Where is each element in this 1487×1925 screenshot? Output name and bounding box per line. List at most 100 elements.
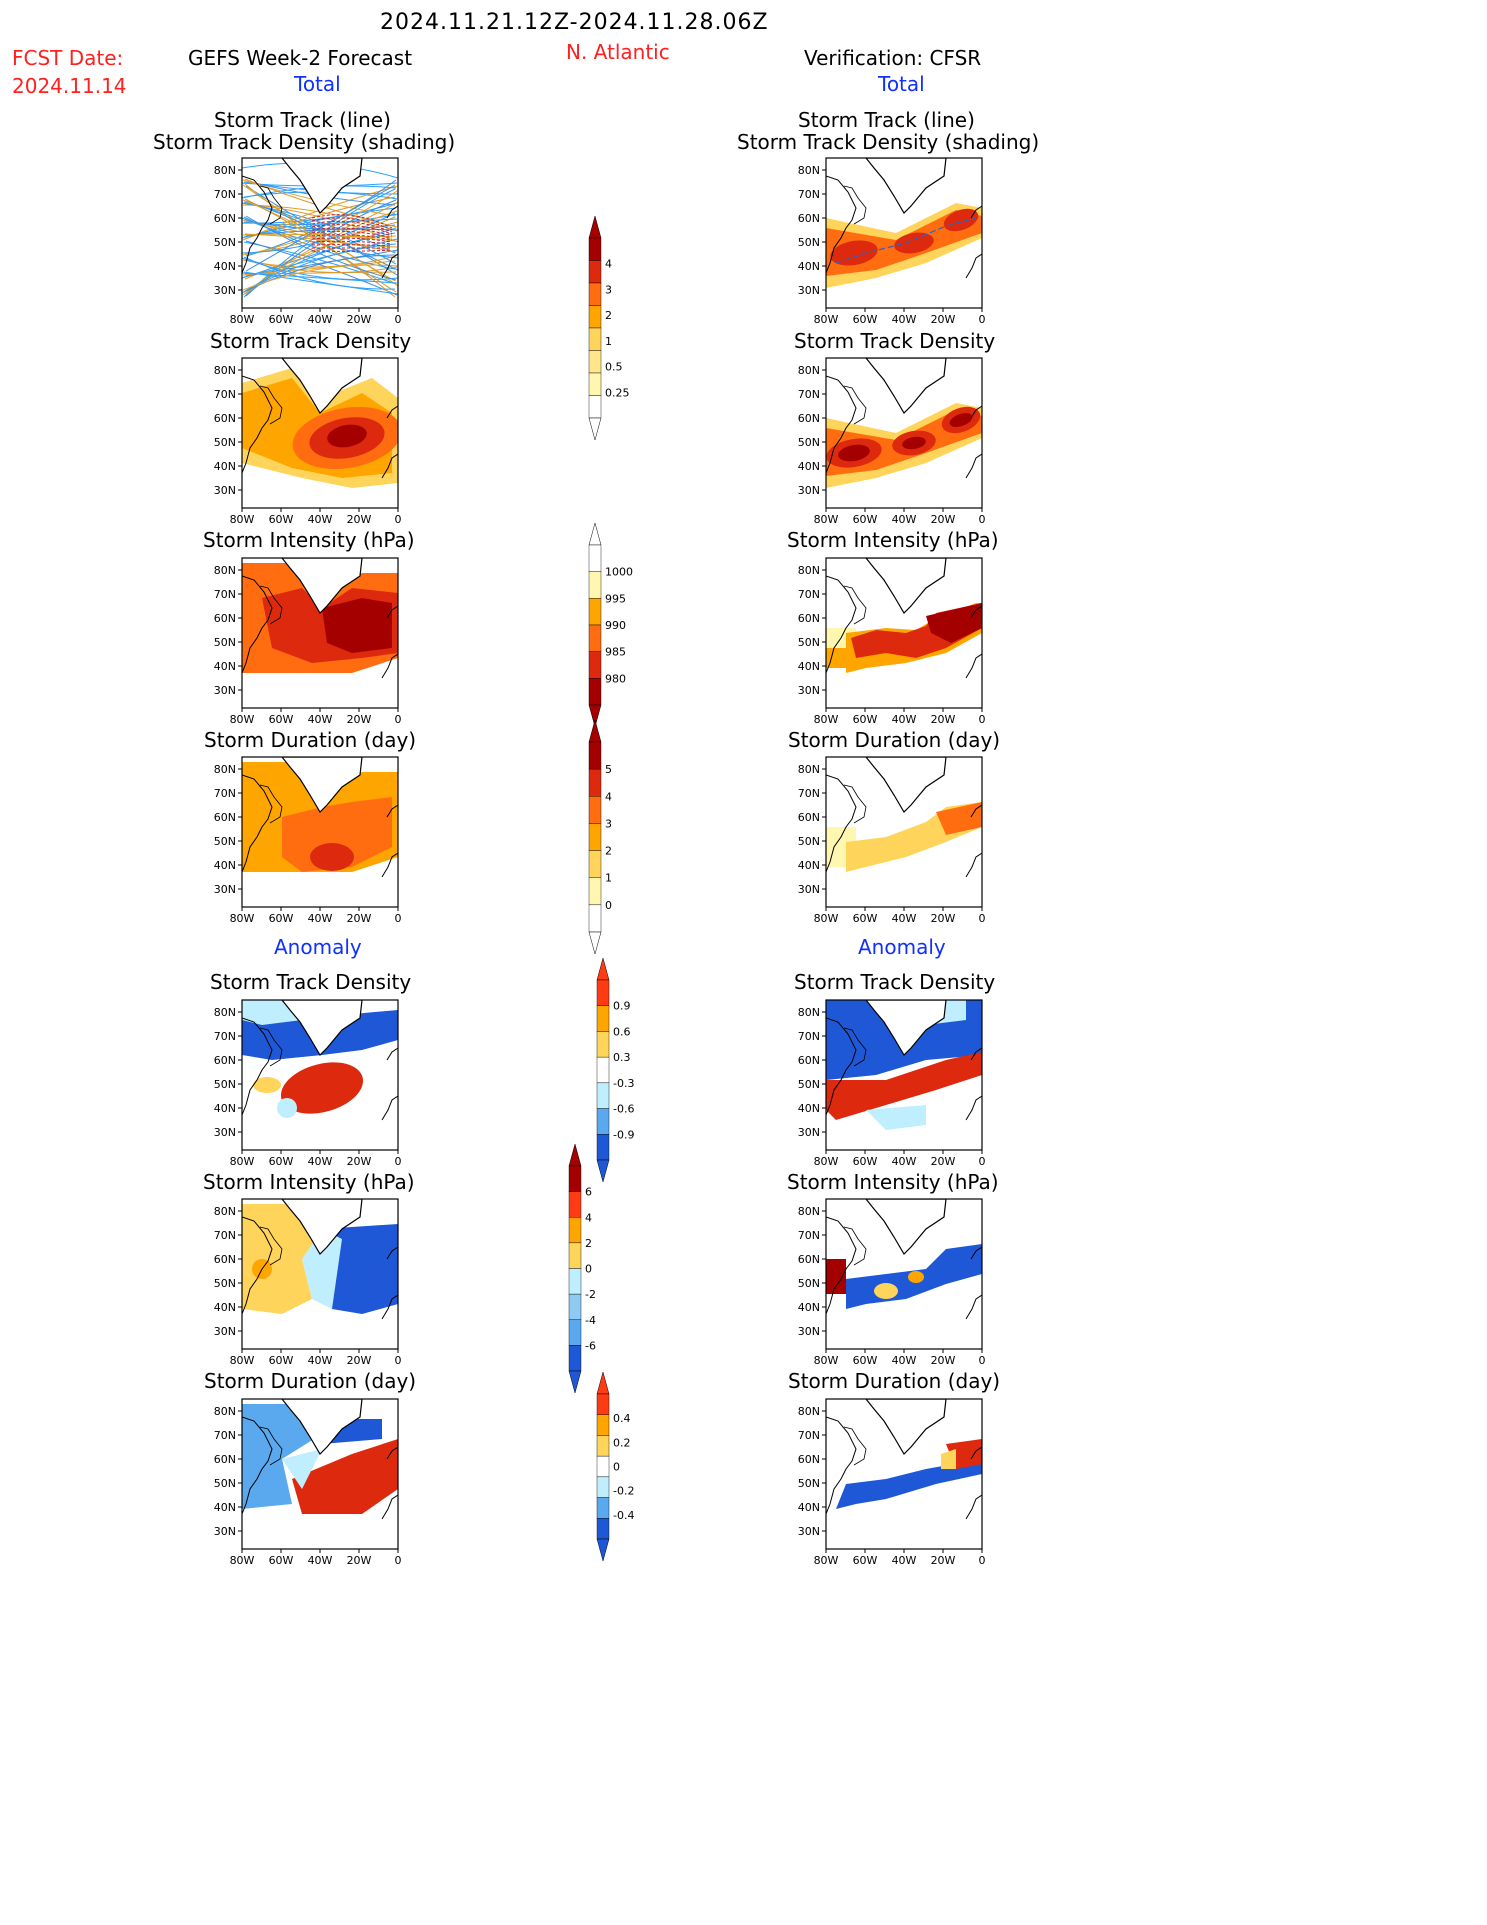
lon-tick-label: 60W [853,912,878,925]
fcst-date-label: FCST Date: [12,46,124,70]
lon-tick-label: 40W [308,313,333,326]
colorbar-label: 2 [585,1237,592,1250]
map-panel-r1: 80N 70N 60N 50N 40N 30N 80W 60W 40W 20W 0 [798,157,986,326]
total-label-left: Total [294,72,341,96]
lat-tick-label: 60N [214,811,236,824]
lon-tick-label: 20W [931,1155,956,1168]
lat-tick-label: 60N [798,811,820,824]
lat-tick-label: 80N [214,1205,236,1218]
colorbar-label: -0.4 [613,1509,634,1522]
title-l3: Storm Intensity (hPa) [203,528,415,552]
lat-tick-label: 30N [214,684,236,697]
lat-tick-label: 40N [798,1501,820,1514]
colorbar-label: 980 [605,672,626,685]
colorbar-label: 1 [605,335,612,348]
colorbar-total-duration: 5 4 3 2 1 0 [588,719,612,955]
colorbar-anom-density: 0.9 0.6 0.3 -0.3 -0.6 -0.9 [596,957,634,1183]
lat-tick-label: 70N [798,1030,820,1043]
lon-tick-label: 0 [395,912,402,925]
colorbar-label: -0.9 [613,1128,634,1141]
lon-tick-label: 60W [269,912,294,925]
colorbar-label: 3 [605,817,612,830]
lat-tick-label: 30N [214,883,236,896]
map-panel-r3: 80N 70N 60N 50N 40N 30N 80W 60W 40W 20W 0 [798,557,986,726]
lat-tick-label: 80N [798,763,820,776]
colorbar-label: -0.3 [613,1077,634,1090]
lat-tick-label: 50N [798,1078,820,1091]
region-label: N. Atlantic [566,40,670,64]
title-r1b: Storm Track Density (shading) [737,130,1040,154]
colorbar-label: 995 [605,592,626,605]
lat-tick-label: 60N [214,612,236,625]
anomaly-label-left: Anomaly [274,935,362,959]
lat-tick-label: 40N [798,1102,820,1115]
lon-tick-label: 40W [892,912,917,925]
colorbar-label: 4 [605,258,612,271]
lon-tick-label: 0 [979,713,986,726]
colorbar-label: -0.6 [613,1103,634,1116]
lat-tick-label: 70N [798,388,820,401]
colorbar-total-intensity: 1000 995 990 985 980 [588,522,633,728]
lat-tick-label: 50N [798,436,820,449]
lat-tick-label: 80N [798,1006,820,1019]
lat-tick-label: 70N [214,1429,236,1442]
lon-tick-label: 60W [269,1554,294,1567]
lat-tick-label: 80N [798,364,820,377]
colorbar-label: 1000 [605,566,633,579]
lon-tick-label: 20W [347,513,372,526]
lat-tick-label: 80N [214,564,236,577]
lat-tick-label: 60N [798,1054,820,1067]
colorbar-label: 4 [605,790,612,803]
colorbar-label: 0.4 [613,1412,631,1425]
lon-tick-label: 40W [308,1155,333,1168]
lat-tick-label: 60N [214,412,236,425]
lon-tick-label: 80W [814,1554,839,1567]
title-l7: Storm Duration (day) [204,1369,417,1393]
lon-tick-label: 0 [395,313,402,326]
lat-tick-label: 30N [798,284,820,297]
lon-tick-label: 60W [269,1155,294,1168]
lon-tick-label: 0 [395,713,402,726]
colorbar-label: -6 [585,1339,596,1352]
lat-tick-label: 30N [214,484,236,497]
lon-tick-label: 20W [931,513,956,526]
map-panel-r5: 80N 70N 60N 50N 40N 30N 80W 60W 40W 20W 0 [798,999,986,1168]
title-l1a: Storm Track (line) [214,108,391,132]
lon-tick-label: 80W [230,1554,255,1567]
colorbar-label: 3 [605,283,612,296]
lon-tick-label: 20W [931,1354,956,1367]
lon-tick-label: 20W [347,1554,372,1567]
title-l5: Storm Track Density [210,970,412,994]
lon-tick-label: 60W [269,713,294,726]
lon-tick-label: 0 [395,1554,402,1567]
lon-tick-label: 40W [892,313,917,326]
verification-title: Verification: CFSR [804,46,982,70]
lat-tick-label: 30N [214,1325,236,1338]
map-panel-l1: 80N 70N 60N 50N 40N 30N 80W 60W 40W 20W 0 [214,157,402,326]
colorbar-label: 985 [605,646,626,659]
lat-tick-label: 80N [214,763,236,776]
colorbar-total-density: 4 3 2 1 0.5 0.25 [588,215,630,441]
lat-tick-label: 30N [214,1525,236,1538]
lat-tick-label: 40N [214,460,236,473]
lat-tick-label: 70N [798,588,820,601]
lat-tick-label: 40N [798,859,820,872]
colorbar-label: 0.25 [605,386,630,399]
lat-tick-label: 70N [214,388,236,401]
title-l1b: Storm Track Density (shading) [153,130,456,154]
lon-tick-label: 40W [892,713,917,726]
lon-tick-label: 0 [979,912,986,925]
colorbar-label: 2 [605,309,612,322]
lat-tick-label: 50N [798,236,820,249]
lon-tick-label: 80W [230,1155,255,1168]
lon-tick-label: 80W [230,313,255,326]
lon-tick-label: 40W [308,713,333,726]
title-l2: Storm Track Density [210,329,412,353]
lat-tick-label: 50N [214,236,236,249]
lon-tick-label: 80W [814,713,839,726]
lon-tick-label: 60W [269,313,294,326]
lat-tick-label: 80N [798,164,820,177]
title-r2: Storm Track Density [794,329,996,353]
lon-tick-label: 20W [931,912,956,925]
